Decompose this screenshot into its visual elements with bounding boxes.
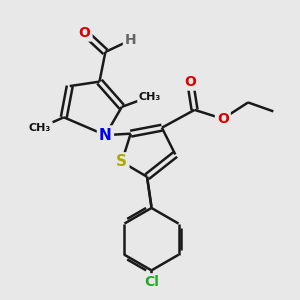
Text: O: O — [184, 75, 196, 88]
Text: H: H — [125, 33, 136, 47]
Text: O: O — [79, 26, 91, 40]
Text: N: N — [99, 128, 112, 142]
Text: Cl: Cl — [144, 275, 159, 289]
Text: O: O — [217, 112, 229, 126]
Text: CH₃: CH₃ — [139, 92, 161, 101]
Text: S: S — [116, 154, 127, 169]
Text: CH₃: CH₃ — [29, 123, 51, 133]
